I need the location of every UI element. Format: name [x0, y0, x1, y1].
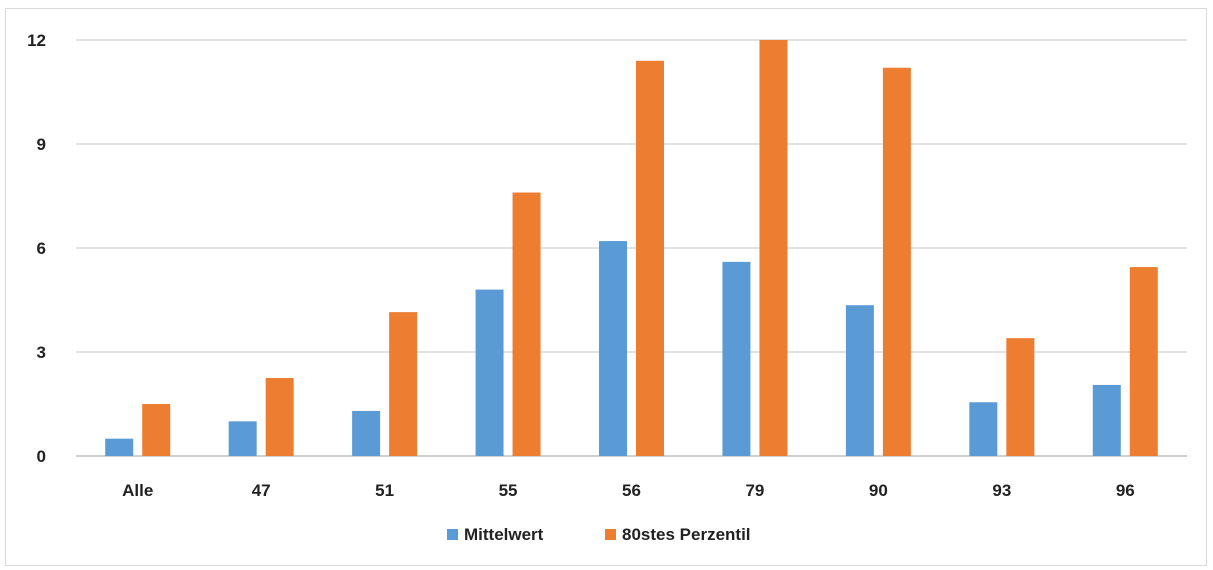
bar-mittelwert	[228, 421, 257, 456]
y-axis-ticks: 0 3 6 9 12	[27, 31, 46, 466]
bar-perzentil	[1129, 267, 1158, 456]
y-tick-label: 9	[37, 135, 46, 154]
bar-perzentil	[389, 312, 418, 456]
bar-mittelwert	[599, 241, 627, 456]
x-tick-label: 90	[869, 481, 888, 500]
x-tick-label: 93	[992, 481, 1011, 500]
y-tick-label: 3	[37, 343, 46, 362]
gridlines	[76, 39, 1187, 457]
bar-perzentil	[759, 40, 788, 456]
x-tick-label: 79	[745, 481, 764, 500]
bar-perzentil	[882, 67, 911, 456]
bar-perzentil	[265, 378, 294, 456]
x-tick-label: 96	[1116, 481, 1135, 500]
x-tick-label: 47	[252, 481, 271, 500]
x-tick-label: Alle	[122, 481, 153, 500]
x-tick-label: 55	[499, 481, 518, 500]
legend-label: 80stes Perzentil	[622, 525, 751, 544]
bar-mittelwert	[969, 402, 998, 456]
y-tick-label: 12	[27, 31, 46, 50]
bar-mittelwert	[1092, 384, 1121, 456]
bar-perzentil	[1006, 338, 1035, 456]
y-tick-label: 0	[37, 447, 46, 466]
bar-mittelwert	[105, 438, 134, 456]
bar-perzentil	[142, 404, 171, 456]
bar-mittelwert	[845, 305, 874, 456]
bar-perzentil	[512, 192, 541, 457]
bar-mittelwert	[352, 410, 381, 456]
legend-swatch	[447, 529, 458, 540]
bar-perzentil	[636, 60, 664, 457]
x-tick-label: 56	[622, 481, 641, 500]
x-axis-ticks: Alle 47 51 55 56 79 90 93 96	[122, 481, 1135, 500]
legend: Mittelwert 80stes Perzentil	[447, 525, 751, 544]
legend-label: Mittelwert	[464, 525, 544, 544]
x-tick-label: 51	[375, 481, 394, 500]
bar-mittelwert	[722, 261, 751, 456]
legend-swatch	[605, 529, 616, 540]
bar-mittelwert	[475, 289, 504, 456]
y-tick-label: 6	[37, 239, 46, 258]
bars	[105, 40, 1158, 457]
